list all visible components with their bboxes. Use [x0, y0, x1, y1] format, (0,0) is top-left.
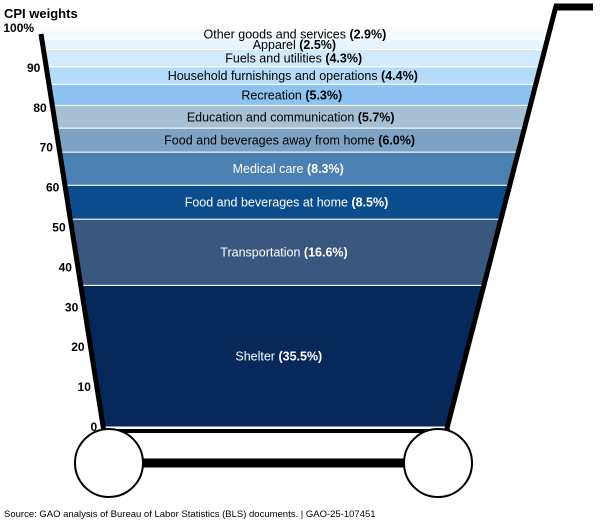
y-tick-label: 80	[33, 101, 47, 115]
segment-label: Recreation (5.3%)	[241, 88, 342, 102]
segment-label: Other goods and services (2.9%)	[204, 27, 387, 41]
segment-label: Food and beverages at home (8.5%)	[185, 196, 389, 210]
y-tick-label: 10	[78, 380, 92, 394]
y-tick-label: 60	[46, 181, 60, 195]
y-tick-label: 40	[59, 260, 73, 274]
stacked-segments	[39, 27, 551, 428]
cart-right-side	[443, 5, 559, 433]
segment-label: Fuels and utilities (4.3%)	[225, 52, 362, 66]
y-tick-label: 100%	[3, 21, 34, 35]
segment-label: Shelter (35.5%)	[235, 350, 322, 364]
segment-label: Apparel (2.5%)	[253, 38, 336, 52]
y-tick-label: 30	[65, 300, 79, 314]
segment-label: Food and beverages away from home (6.0%)	[164, 134, 415, 148]
left-wheel-icon	[74, 428, 144, 498]
segment-label: Medical care (8.3%)	[233, 162, 344, 176]
y-tick-label: 0	[91, 420, 98, 434]
segment-label: Household furnishings and operations (4.…	[168, 69, 418, 83]
right-wheel-icon	[403, 428, 473, 498]
segment-label: Transportation (16.6%)	[220, 246, 347, 260]
cpi-cart-chart: CPI weights 0 10 20 30 40 50 60 70 80 90 100% Shel…	[3, 3, 593, 498]
segment-label: Education and communication (5.7%)	[187, 110, 395, 124]
y-tick-label: 90	[27, 61, 41, 75]
source-note: Source: GAO analysis of Bureau of Labor …	[4, 509, 376, 520]
y-tick-label: 20	[71, 340, 85, 354]
shopping-cart-frame	[38, 3, 593, 498]
y-tick-label: 70	[40, 141, 54, 155]
chart-title: CPI weights	[4, 6, 78, 21]
segment-labels: Shelter (35.5%) Transportation (16.6%) Foo…	[164, 27, 418, 363]
y-axis: 0 10 20 30 40 50 60 70 80 90 100%	[3, 21, 97, 434]
cart-left-side	[38, 33, 107, 433]
y-tick-label: 50	[52, 221, 66, 235]
